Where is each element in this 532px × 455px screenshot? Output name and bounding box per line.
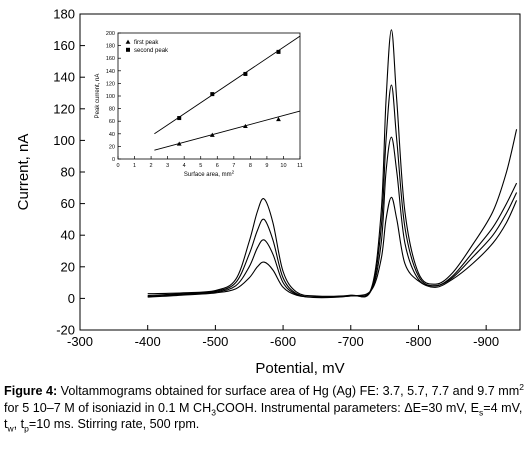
caption-text-5: , t [13,417,25,431]
inset-x-axis-label-sup: 2 [232,170,235,175]
voltammogram-curve-4 [147,29,518,298]
x-axis-label: Potential, mV [255,360,344,377]
x-tick-label: -700 [338,334,364,349]
main-chart: -300 -400 -500 -600 -700 -800 -900-20020406080… [15,7,521,377]
y-axis-label: Current, nA [15,134,32,211]
inset-x-tick-label: 3 [166,163,169,169]
caption-text-2: for 5 10–7 M of isoniazid in 0.1 M CH [4,400,212,415]
inset-point-first-peak [209,132,215,137]
inset-frame [117,32,301,160]
inset-y-tick-label: 0 [112,157,115,163]
inset-x-tick-label: 7 [232,163,235,169]
caption-sub-1: 3 [211,407,216,418]
legend-marker-first-peak [125,39,131,44]
y-tick-label: 60 [61,196,75,211]
inset-x-tick-label: 9 [265,163,268,169]
inset-point-first-peak [243,123,248,129]
y-tick-label: 160 [53,38,75,53]
x-tick-label: -300 [67,334,93,349]
caption-label: Figure 4: [4,384,58,398]
inset-y-tick-label: 120 [106,81,115,87]
inset-y-tick-label: 200 [106,31,115,37]
inset-point-first-peak [276,116,281,122]
caption-text-3: COOH. Instrumental parameters: ΔE=30 mV,… [215,400,480,415]
caption-sub-3: w [7,423,14,434]
inset-y-tick-label: 80 [109,107,115,113]
inset-y-tick-label: 160 [106,56,115,62]
voltammogram-figure: -300 -400 -500 -600 -700 -800 -900-20020406080… [15,7,521,377]
inset-x-tick-label: 5 [199,163,202,169]
inset-x-axis-label: Surface area, mm2 [184,170,235,179]
inset-y-tick-label: 100 [106,94,115,100]
inset-point-second-peak [177,116,182,121]
y-tick-label: 140 [53,70,75,85]
legend-marker-second-peak [126,47,130,52]
x-tick-label: -400 [135,334,161,349]
y-tick-label: 0 [68,291,75,306]
caption-text-6: =10 ms. Stirring rate, 500 rpm. [28,417,200,431]
y-tick-label: -20 [56,323,75,338]
caption-text-1: Voltammograms obtained for surface area … [57,384,520,398]
voltammogram-curve-3 [147,84,518,298]
y-tick-label: 180 [53,7,75,22]
caption-sub-4: p [24,423,29,434]
x-tick-label: -600 [270,334,296,349]
inset-x-tick-label: 10 [280,163,286,169]
inset-chart: 0 1 2 3 4 5 6 7 8 9 10 11 0 20 40 60 80 100 120 140 160 180 20… [95,31,303,178]
inset-x-tick-label: 8 [249,163,252,169]
inset-point-second-peak [276,49,281,54]
y-tick-label: 80 [61,165,75,180]
inset-x-tick-label: 2 [150,163,153,169]
inset-point-second-peak [210,92,215,97]
inset-y-axis-label: Peak current, nA [95,74,101,119]
x-tick-label: -900 [473,334,499,349]
inset-y-tick-label: 60 [109,119,115,125]
inset-x-tick-label: 1 [133,163,136,169]
inset-y-tick-label: 180 [106,44,115,50]
legend-label-first-peak: first peak [134,40,159,46]
figure-caption: Figure 4: Voltammograms obtained for sur… [4,383,528,433]
legend-label-second-peak: second peak [134,48,169,54]
x-tick-label: -500 [202,334,228,349]
inset-x-tick-label: 0 [116,163,119,169]
inset-y-tick-label: 20 [109,144,115,150]
y-tick-label: 20 [61,259,75,274]
inset-point-first-peak [176,141,182,146]
y-tick-label: 100 [53,133,75,148]
x-tick-label: -800 [405,334,431,349]
y-tick-label: 40 [61,228,75,243]
caption-text-4: =4 mV, t [4,400,523,432]
inset-x-tick-label: 6 [216,163,219,169]
caption-sup-1: 2 [519,381,524,392]
inset-y-tick-label: 40 [109,132,115,138]
inset-point-second-peak [243,71,248,76]
caption-sub-2: s [479,407,484,418]
inset-y-tick-label: 140 [106,69,115,75]
y-tick-label: 120 [53,101,75,116]
voltammogram-curve-1 [147,196,518,298]
inset-x-tick-label: 4 [183,163,186,169]
inset-x-tick-label: 11 [297,163,303,169]
